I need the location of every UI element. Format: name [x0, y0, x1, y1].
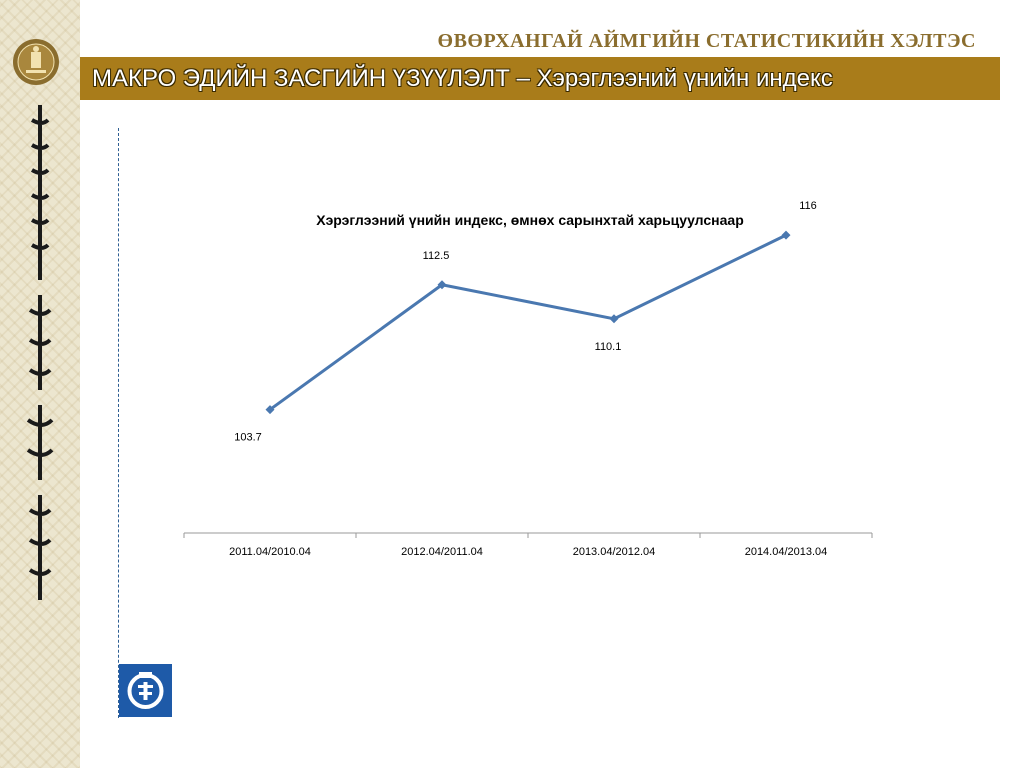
- chart-title: Хэрэглээний үнийн индекс, өмнөх сарынхта…: [316, 212, 744, 228]
- series-line: [269, 233, 787, 411]
- statistics-logo-icon: [127, 672, 164, 709]
- data-point: [437, 280, 447, 290]
- x-tick-label: 2011.04/2010.04: [229, 546, 311, 558]
- data-point: [609, 314, 619, 324]
- mongolian-script-decoration: [26, 105, 54, 600]
- data-label: 116: [799, 200, 817, 212]
- divider-line: [118, 128, 119, 718]
- page-title: МАКРО ЭДИЙН ЗАСГИЙН ҮЗҮҮЛЭЛТ – Хэрэглээн…: [92, 65, 833, 92]
- data-point: [781, 230, 791, 240]
- state-emblem-icon: [13, 39, 59, 85]
- data-point: [265, 405, 275, 415]
- organization-name: ӨВӨРХАНГАЙ АЙМГИЙН СТАТИСТИКИЙН ХЭЛТЭС: [437, 30, 976, 52]
- data-label: 103.7: [234, 432, 262, 444]
- decorative-sidebar: [0, 0, 80, 768]
- data-label: 112.5: [423, 250, 450, 262]
- x-tick-label: 2014.04/2013.04: [745, 546, 828, 558]
- data-label: 110.1: [595, 341, 622, 353]
- x-tick-label: 2013.04/2012.04: [573, 546, 656, 558]
- statistics-logo: [119, 664, 172, 717]
- x-tick-label: 2012.04/2011.04: [401, 546, 483, 558]
- title-bar: МАКРО ЭДИЙН ЗАСГИЙН ҮЗҮҮЛЭЛТ – Хэрэглээн…: [80, 57, 1000, 100]
